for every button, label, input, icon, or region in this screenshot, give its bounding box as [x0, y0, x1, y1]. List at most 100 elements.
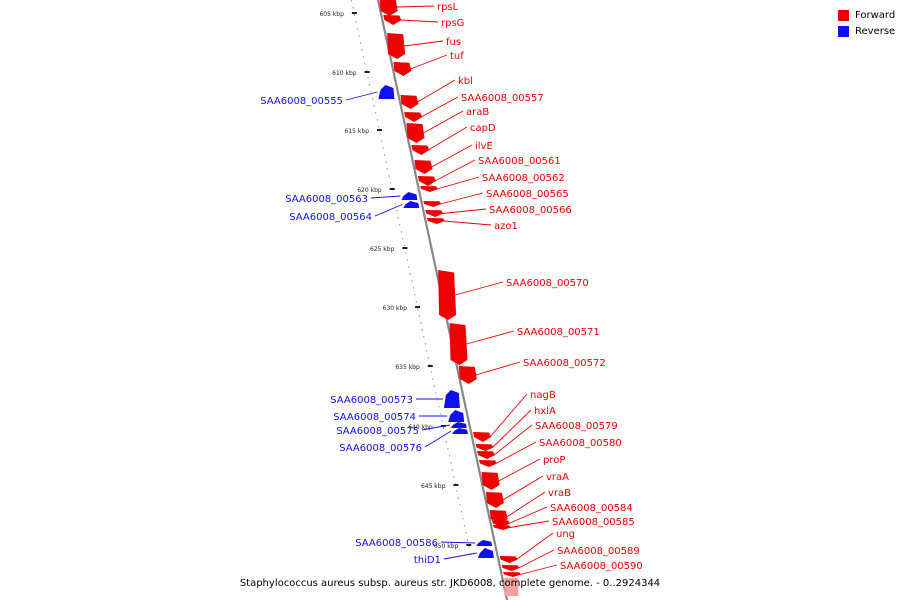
forward-gene-label: SAA6008_00579	[535, 421, 618, 432]
forward-gene-label: SAA6008_00590	[560, 561, 643, 572]
reverse-gene-label: SAA6008_00564	[289, 212, 372, 223]
scale-dot	[402, 238, 404, 240]
leader-line	[370, 195, 401, 199]
scale-dot	[355, 21, 357, 23]
forward-gene-label: vraA	[546, 472, 569, 483]
leader-line	[434, 159, 476, 182]
forward-gene-partial	[504, 578, 519, 596]
reverse-gene-label: SAA6008_00574	[333, 412, 416, 423]
scale-tick	[389, 188, 395, 190]
leader-line	[431, 144, 473, 168]
leader-line	[436, 176, 480, 190]
scale-dot	[414, 294, 416, 296]
reverse-gene-label: SAA6008_00573	[330, 395, 413, 406]
leader-line	[404, 40, 444, 47]
scale-label: 610 kbp	[332, 70, 357, 77]
scale-dot	[376, 119, 378, 121]
forward-gene-vraA	[485, 492, 504, 508]
scale-dot	[468, 546, 470, 548]
leader-line	[424, 430, 452, 448]
scale-dot	[367, 77, 369, 79]
scale-dot	[354, 14, 356, 16]
scale-dot	[360, 42, 362, 44]
scale-label: 645 kbp	[421, 483, 446, 490]
reverse-gene-thiD1	[477, 548, 494, 558]
legend-item-forward[interactable]: Forward	[838, 8, 895, 23]
forward-gene-label: hxlA	[534, 406, 556, 417]
leader-line	[495, 441, 537, 464]
scale-dot	[430, 371, 432, 373]
scale-dot	[372, 98, 374, 100]
forward-gene-label: capD	[470, 123, 496, 134]
forward-gene-label: fus	[446, 37, 461, 48]
scale-dot	[448, 455, 450, 457]
scale-dot	[396, 210, 398, 212]
scale-dot	[408, 266, 410, 268]
leader-line	[345, 91, 378, 101]
scale-dot	[397, 217, 399, 219]
forward-swatch	[838, 10, 849, 21]
scale-dot	[417, 308, 419, 310]
forward-gene-azo1	[426, 218, 445, 224]
forward-gene-label: azo1	[494, 221, 518, 232]
leader-line	[506, 491, 546, 518]
scale-dot	[394, 203, 396, 205]
reverse-gene-label: SAA6008_00555	[260, 96, 343, 107]
scale-label: 625 kbp	[370, 246, 395, 253]
scale-dot	[381, 140, 383, 142]
scale-dot	[418, 315, 420, 317]
forward-gene-SAA6008_00566	[425, 210, 444, 217]
forward-gene-SAA6008_00557	[404, 112, 423, 122]
scale-dot	[441, 420, 443, 422]
scale-dot	[445, 441, 447, 443]
scale-dot	[405, 252, 407, 254]
scale-dot	[370, 91, 372, 93]
forward-gene-label: SAA6008_00562	[482, 173, 565, 184]
scale-dot	[423, 336, 425, 338]
forward-gene-ung	[499, 556, 518, 563]
scale-tick	[377, 129, 382, 131]
forward-gene-SAA6008_00589	[501, 565, 520, 571]
forward-gene-label: SAA6008_00584	[550, 503, 633, 514]
forward-gene-label: SAA6008_00572	[523, 358, 606, 369]
forward-gene-label: vraB	[548, 488, 571, 499]
scale-tick	[427, 365, 433, 367]
scale-dot	[369, 84, 371, 86]
scale-dot	[426, 350, 428, 352]
leader-line	[442, 208, 487, 214]
scale-dot	[424, 343, 426, 345]
scale-dot	[378, 126, 380, 128]
forward-gene-SAA6008_00590	[503, 572, 522, 577]
scale-dot	[363, 56, 365, 58]
scale-dot	[456, 490, 458, 492]
forward-gene-rpsL	[379, 0, 398, 16]
scale-dot	[412, 287, 414, 289]
leader-line	[508, 506, 548, 524]
leader-line	[498, 458, 541, 482]
scale-dot	[433, 385, 435, 387]
scale-dot	[447, 448, 449, 450]
forward-gene-nagB	[473, 432, 491, 442]
reverse-gene-SAA6008_00563	[401, 192, 418, 200]
scale-dot	[351, 0, 353, 2]
scale-tick	[453, 484, 459, 486]
forward-gene-SAA6008_00585	[492, 525, 511, 530]
scale-dot	[420, 322, 422, 324]
leader-line	[443, 552, 477, 560]
scale-dot	[465, 532, 467, 534]
scale-label: 640 kbp	[408, 424, 433, 431]
reverse-gene-SAA6008_00573	[443, 390, 460, 408]
forward-gene-label: SAA6008_00589	[557, 546, 640, 557]
scale-dot	[384, 154, 386, 156]
leader-line	[440, 192, 484, 205]
forward-gene-label: araB	[466, 107, 489, 118]
legend-item-reverse[interactable]: Reverse	[838, 24, 895, 39]
forward-gene-SAA6008_00580	[479, 460, 497, 467]
leader-line	[440, 541, 476, 544]
reverse-gene-label: thiD1	[414, 555, 441, 566]
forward-gene-hxlA	[475, 444, 494, 451]
leader-line	[454, 281, 504, 296]
forward-gene-SAA6008_00579	[477, 451, 495, 459]
forward-gene-label: SAA6008_00557	[461, 93, 544, 104]
